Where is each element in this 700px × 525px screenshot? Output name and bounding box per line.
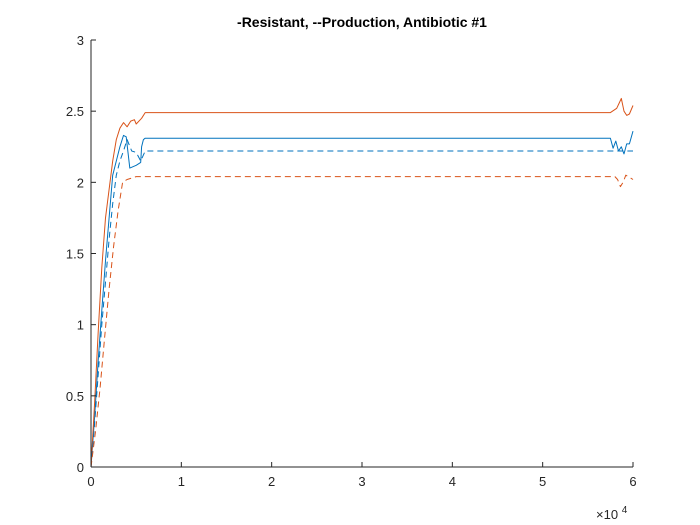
- y-tick-label: 0.5: [66, 389, 84, 404]
- x-exponent-label: ×10 4: [596, 505, 628, 522]
- plot-area: [90, 97, 634, 468]
- y-tick-label: 2.5: [66, 104, 84, 119]
- x-tick-label: 0: [87, 474, 94, 489]
- y-tick-label: 1.5: [66, 247, 84, 262]
- x-tick-label: 5: [539, 474, 546, 489]
- x-ticks: 0 1 2 3 4 5 6: [87, 462, 637, 489]
- y-ticks: 0 0.5 1 1.5 2 2.5 3: [66, 33, 96, 475]
- x-tick-label: 6: [629, 474, 636, 489]
- y-tick-label: 2: [77, 175, 84, 190]
- series-line-1-solid: [90, 130, 634, 468]
- x-tick-label: 1: [178, 474, 185, 489]
- x-tick-label: 3: [358, 474, 365, 489]
- y-tick-label: 1: [77, 318, 84, 333]
- y-tick-label: 0: [77, 460, 84, 475]
- x-tick-label: 2: [268, 474, 275, 489]
- series-line-2-solid: [90, 97, 634, 468]
- y-tick-label: 3: [77, 33, 84, 48]
- x-exponent-base: ×10: [596, 507, 618, 522]
- chart-title: -Resistant, --Production, Antibiotic #1: [237, 14, 487, 30]
- series-line-4-dashed: [90, 174, 634, 468]
- x-exponent-power: 4: [622, 505, 628, 516]
- x-tick-label: 4: [449, 474, 456, 489]
- series-line-3-dashed: [90, 139, 633, 468]
